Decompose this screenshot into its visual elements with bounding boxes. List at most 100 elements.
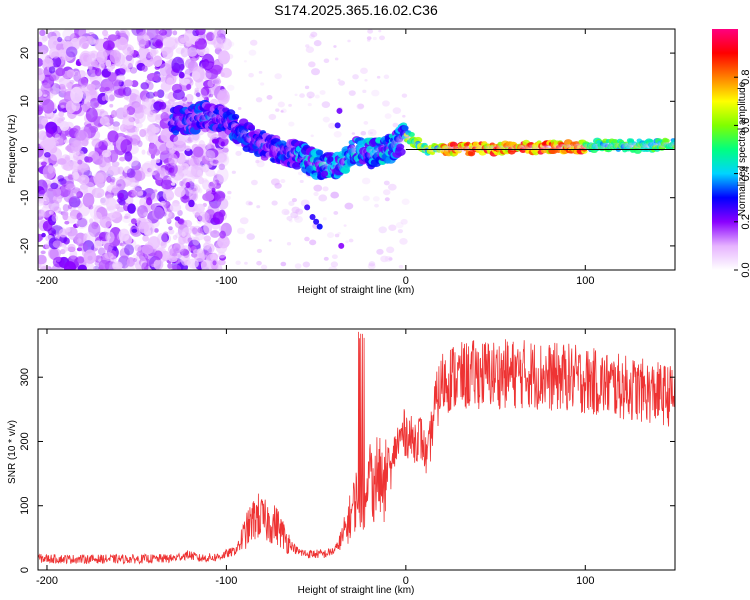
spectrogram-cell	[397, 229, 404, 234]
spectrogram-cell	[348, 238, 354, 243]
spectrogram-cell	[154, 250, 163, 261]
spectrogram-cell	[181, 96, 188, 102]
spectrogram-cell	[42, 99, 55, 114]
spectrogram-cell	[106, 176, 112, 183]
spectrogram-cell	[117, 192, 124, 199]
spectrogram-cell	[177, 209, 183, 217]
spectrogram-cell	[124, 244, 135, 256]
spectrogram-cell	[217, 251, 226, 259]
spectrogram-cell	[308, 61, 316, 68]
spectrogram-cell	[130, 218, 137, 225]
spectrogram-cell	[128, 222, 134, 227]
spectrogram-cell	[165, 217, 172, 223]
spectrogram-cell	[107, 165, 121, 176]
spectrogram-cell	[209, 84, 220, 96]
spectrogram-cell	[141, 244, 154, 255]
spectrogram-cell	[127, 129, 139, 139]
spectrogram-cell	[58, 210, 63, 214]
spectrogram-cell	[40, 82, 52, 95]
spectrogram-cell	[309, 213, 316, 220]
spectrogram-cell	[281, 208, 290, 216]
spectrogram-cell	[371, 89, 380, 97]
spectrogram-cell	[48, 66, 56, 74]
spectrogram-cell	[126, 257, 135, 267]
spectrogram-cell	[41, 36, 49, 42]
spectrogram-cell	[154, 228, 159, 233]
spectrogram-cell	[40, 250, 46, 255]
spectrogram-cell	[319, 90, 326, 95]
spectrogram-cell	[39, 29, 46, 37]
spectrogram-cell	[129, 177, 136, 183]
spectrogram-cell	[83, 249, 97, 265]
spectrogram-cell	[211, 78, 222, 85]
spectrogram-cell	[88, 125, 99, 133]
spectrogram-cell	[91, 187, 105, 199]
spectrogram-cell	[220, 67, 232, 78]
spectrogram-cell	[225, 195, 231, 201]
spectrogram-cell	[395, 222, 404, 229]
spectrogram-cell	[160, 135, 168, 141]
spectrogram-cell	[310, 31, 318, 38]
spectrogram-cell	[187, 183, 201, 194]
spectrogram-cell	[122, 116, 135, 130]
spectrogram-cell	[143, 35, 150, 41]
spectrogram-cell	[76, 191, 84, 199]
spectrogram-cell	[98, 140, 109, 151]
spectrogram-cell	[58, 228, 68, 238]
spectrogram-cell	[99, 86, 106, 93]
spectrogram-cell	[333, 211, 339, 215]
spectrogram-cell	[322, 116, 330, 123]
spectrogram-cell	[104, 90, 115, 102]
spectrogram-cell	[112, 121, 120, 127]
spectrogram-cell	[54, 133, 61, 140]
spectrogram-cell	[174, 37, 182, 44]
spectrogram-cell	[38, 106, 44, 115]
spectrogram-cell	[248, 49, 257, 56]
spectrogram-cell	[200, 86, 210, 96]
spectrogram-cell	[62, 41, 74, 51]
spectrogram-cell	[44, 152, 51, 158]
spectrogram-cell	[107, 34, 118, 42]
spectrogram-cell	[146, 124, 157, 137]
spectrogram-cell	[384, 197, 390, 202]
spectrogram-cell	[89, 97, 100, 109]
spectrogram-cell	[134, 244, 142, 252]
spectrogram-cell	[98, 259, 110, 270]
spectrogram-cell	[255, 159, 260, 164]
spectrogram-cell	[274, 73, 282, 80]
spectrogram-cell	[131, 228, 138, 233]
spectrogram-cell	[394, 147, 406, 157]
spectrogram-cell	[105, 231, 115, 244]
spectrogram-cell	[203, 242, 211, 250]
spectrogram-cell	[62, 70, 73, 79]
spectrogram-cell	[392, 122, 399, 128]
spectrogram-cell	[168, 229, 175, 235]
spectrogram-cell	[96, 49, 108, 64]
spectrogram-cell	[136, 31, 150, 45]
spectrogram-cell	[65, 183, 76, 191]
spectrogram-cell	[108, 94, 115, 102]
spectrogram-cell	[149, 109, 155, 116]
spectrogram-cell	[146, 29, 159, 40]
spectrogram-cell	[60, 105, 65, 109]
spectrogram-cell	[102, 40, 115, 51]
spectrogram-cell	[297, 171, 303, 176]
spectrogram-cell	[41, 117, 48, 126]
spectrogram-cell	[94, 260, 100, 267]
spectrogram-cell	[322, 217, 327, 221]
spectrogram-cell	[179, 37, 187, 44]
spectrogram-cell	[194, 87, 199, 93]
spectrogram-y-tick-label: 20	[19, 47, 31, 59]
spectrogram-cell	[367, 39, 371, 42]
spectrogram-cell	[226, 53, 234, 60]
spectrogram-cell	[344, 202, 354, 210]
spectrogram-cell	[171, 72, 179, 80]
spectrogram-x-tick-label: 100	[576, 275, 594, 287]
spectrogram-cell	[55, 67, 66, 77]
spectrogram-cell	[367, 263, 376, 270]
spectrogram-cell	[352, 74, 359, 80]
spectrogram-cell	[215, 240, 228, 254]
spectrogram-cell	[217, 197, 229, 210]
